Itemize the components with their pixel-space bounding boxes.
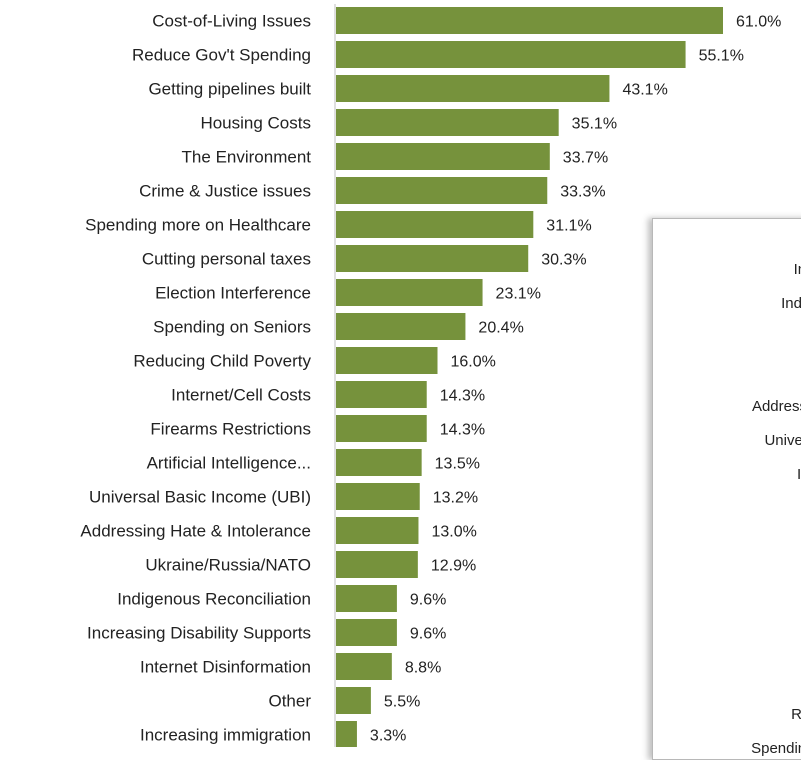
data-label: 16.0% (451, 354, 496, 371)
bar (336, 415, 427, 442)
bar (336, 347, 438, 374)
data-label: 61.0% (736, 14, 781, 31)
inset-label: Indiger (781, 295, 801, 313)
inset-label: Incre (793, 261, 801, 278)
category-label: Ukraine/Russia/NATO (145, 556, 311, 575)
inset-category-labels: IncreIndigerFiAddressingUniversalInterUk… (653, 219, 801, 759)
data-label: 23.1% (496, 286, 541, 303)
data-label: 33.3% (560, 184, 605, 201)
category-label: Housing Costs (200, 114, 311, 133)
data-label: 43.1% (622, 82, 667, 99)
category-label: Cutting personal taxes (142, 250, 311, 269)
bar (336, 653, 392, 680)
bar (336, 483, 420, 510)
bar (336, 585, 397, 612)
bar (336, 211, 534, 238)
bar (336, 449, 422, 476)
data-label: 12.9% (431, 558, 476, 575)
bar (336, 313, 466, 340)
bar (336, 245, 529, 272)
bar (336, 41, 686, 68)
bar (336, 75, 610, 102)
data-label: 31.1% (546, 218, 591, 235)
data-label: 33.7% (563, 150, 608, 167)
category-label: Spending more on Healthcare (85, 216, 311, 235)
overlapping-chart-panel: IncreIndigerFiAddressingUniversalInterUk… (652, 218, 801, 760)
data-label: 30.3% (541, 252, 586, 269)
bar (336, 517, 419, 544)
category-label: Spending on Seniors (153, 318, 311, 337)
bar (336, 381, 427, 408)
category-label: Cost-of-Living Issues (152, 12, 311, 31)
inset-label: Spending n (751, 739, 801, 757)
data-label: 9.6% (410, 626, 446, 643)
bar (336, 109, 559, 136)
bar (336, 551, 418, 578)
category-label: Increasing Disability Supports (87, 624, 311, 643)
data-label: 20.4% (478, 320, 523, 337)
inset-label: Inter (796, 466, 801, 484)
data-label: 35.1% (572, 116, 617, 133)
data-label: 13.2% (433, 490, 478, 507)
bar (336, 721, 357, 747)
category-label: The Environment (182, 148, 312, 167)
data-label: 14.3% (440, 422, 485, 439)
category-label: Reducing Child Poverty (133, 352, 311, 371)
category-label: Election Interference (155, 284, 311, 303)
category-label: Getting pipelines built (148, 80, 311, 99)
category-label: Addressing Hate & Intolerance (80, 522, 311, 541)
data-label: 13.5% (435, 456, 480, 473)
data-label: 55.1% (699, 48, 744, 65)
data-label: 8.8% (405, 660, 441, 677)
category-label: Reduce Gov't Spending (132, 46, 311, 65)
data-label: 14.3% (440, 388, 485, 405)
inset-label: Redu (791, 705, 801, 723)
bar (336, 177, 548, 204)
category-label: Crime & Justice issues (139, 182, 311, 201)
category-label: Universal Basic Income (UBI) (89, 488, 311, 507)
category-label: Internet/Cell Costs (171, 386, 311, 405)
category-label: Firearms Restrictions (150, 420, 311, 439)
data-label: 3.3% (370, 728, 406, 745)
bar (336, 279, 483, 306)
bar (336, 143, 550, 170)
inset-label: Universal (764, 432, 801, 449)
category-label: Increasing immigration (140, 726, 311, 745)
category-label: Artificial Intelligence... (147, 454, 311, 473)
bar (336, 619, 397, 646)
bar (336, 687, 371, 714)
inset-label: Addressing (751, 397, 801, 415)
data-label: 9.6% (410, 592, 446, 609)
category-label: Indigenous Reconciliation (117, 590, 311, 609)
category-label: Other (268, 692, 311, 711)
data-label: 13.0% (431, 524, 476, 541)
data-label: 5.5% (384, 694, 420, 711)
bar (336, 7, 723, 34)
category-label: Internet Disinformation (140, 658, 311, 677)
